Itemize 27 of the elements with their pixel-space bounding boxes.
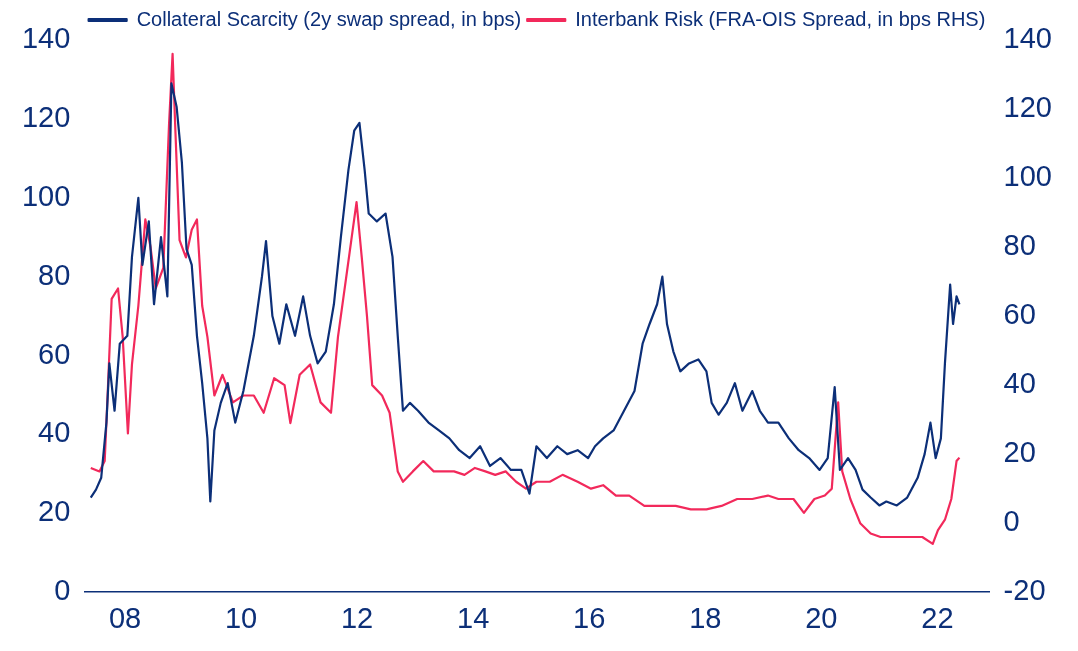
x-tick-label: 12 — [340, 601, 374, 634]
y2-tick-label: 60 — [1003, 298, 1036, 331]
y-tick-label: 0 — [54, 574, 71, 607]
y2-tick-label: 0 — [1003, 505, 1020, 538]
y2-tick-label: 140 — [1003, 22, 1053, 54]
y2-tick-label: 120 — [1003, 91, 1053, 124]
y2-tick-label: -20 — [1003, 574, 1046, 607]
y-tick-label: 40 — [38, 416, 71, 449]
x-tick-label: 08 — [108, 601, 142, 634]
y2-tick-label: 40 — [1003, 367, 1036, 400]
y-tick-label: 100 — [21, 179, 71, 212]
legend-label: Collateral Scarcity (2y swap spread, in bps) — [136, 7, 522, 30]
y-tick-label: 120 — [21, 100, 71, 133]
y2-tick-label: 100 — [1003, 160, 1053, 193]
y2-tick-label: 80 — [1003, 229, 1036, 262]
x-tick-label: 10 — [224, 601, 258, 634]
y-tick-label: 80 — [38, 258, 71, 291]
x-tick-label: 16 — [573, 601, 606, 634]
x-tick-label: 20 — [805, 601, 838, 634]
x-tick-label: 18 — [689, 601, 722, 634]
x-tick-label: 22 — [921, 601, 954, 634]
y-tick-label: 20 — [38, 495, 71, 528]
y-tick-label: 140 — [21, 22, 71, 54]
y-tick-label: 60 — [38, 337, 71, 370]
legend-label: Interbank Risk (FRA-OIS Spread, in bps RHS) — [575, 7, 986, 30]
y2-tick-label: 20 — [1003, 436, 1036, 469]
x-tick-label: 14 — [457, 601, 490, 634]
